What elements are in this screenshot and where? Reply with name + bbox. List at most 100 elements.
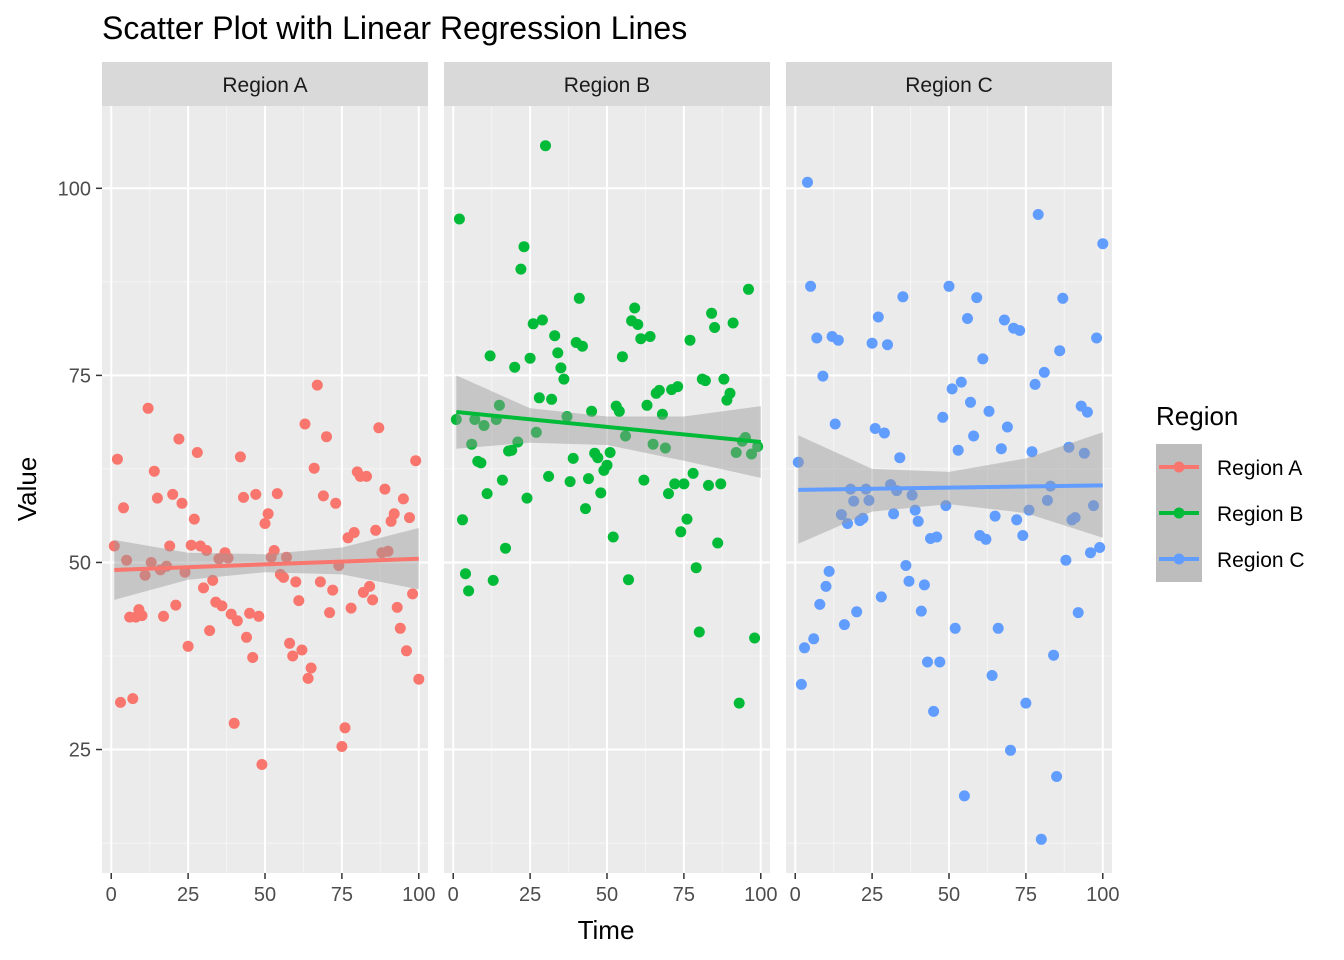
data-point: [1097, 238, 1109, 250]
legend-item: Region B: [1156, 490, 1303, 536]
data-point: [115, 696, 126, 708]
data-point: [928, 705, 940, 717]
data-point: [256, 759, 268, 770]
data-point: [404, 512, 415, 524]
x-tick-label: 25: [177, 884, 199, 906]
data-point: [136, 610, 148, 622]
data-point: [1026, 446, 1038, 458]
regression-line: [114, 556, 419, 572]
data-point: [527, 318, 539, 330]
data-point: [965, 396, 976, 408]
data-point: [327, 584, 339, 596]
data-point: [900, 560, 912, 571]
data-point: [521, 492, 533, 504]
data-point: [1085, 547, 1096, 559]
data-point: [715, 478, 727, 490]
data-point: [121, 554, 133, 566]
data-point: [317, 490, 329, 502]
data-point: [687, 467, 699, 479]
data-point: [832, 334, 844, 346]
data-point: [922, 656, 933, 668]
facet-panel-1: Region A 0 25 50 75 100 25 50 75 100: [58, 62, 435, 906]
data-point: [512, 436, 524, 448]
data-point: [592, 452, 604, 464]
data-point: [709, 322, 721, 333]
data-point: [607, 531, 619, 543]
data-point: [733, 697, 745, 709]
data-point: [629, 302, 641, 314]
data-point: [1057, 292, 1069, 304]
data-point: [931, 531, 943, 543]
data-point: [250, 488, 262, 500]
x-tick-label: 50: [254, 884, 276, 906]
data-point: [934, 656, 946, 668]
data-point: [730, 447, 742, 458]
data-point: [1023, 504, 1035, 516]
data-point: [656, 408, 668, 420]
data-point: [903, 575, 915, 587]
data-point: [586, 405, 598, 417]
data-point: [802, 176, 813, 188]
data-point: [1091, 332, 1103, 344]
data-point: [808, 633, 820, 645]
data-point: [706, 307, 718, 319]
x-tick-label: 75: [673, 884, 695, 906]
facet-panel-3: Region C 0 25 50 75 100: [786, 62, 1119, 906]
data-point: [1078, 447, 1090, 459]
data-point: [231, 615, 243, 627]
data-point: [364, 580, 376, 592]
data-point: [749, 632, 761, 644]
data-point: [324, 607, 336, 619]
data-point: [1041, 494, 1053, 506]
data-point: [805, 280, 817, 292]
data-point: [958, 790, 970, 802]
data-point: [185, 539, 197, 551]
data-point: [952, 444, 964, 456]
data-point: [391, 601, 403, 613]
x-tick-label: 0: [790, 884, 801, 906]
data-point: [524, 352, 536, 364]
data-point: [869, 423, 881, 434]
data-point: [170, 599, 182, 611]
data-point: [823, 565, 835, 577]
data-point: [641, 399, 653, 411]
data-point: [549, 330, 561, 342]
data-point: [992, 622, 1004, 634]
facet-strip-label: Region A: [222, 74, 307, 97]
x-tick-label: 100: [744, 884, 777, 906]
data-point: [314, 576, 326, 588]
data-point: [238, 491, 249, 503]
data-point: [1014, 325, 1026, 336]
data-point: [481, 488, 493, 500]
data-point: [897, 291, 909, 303]
data-point: [453, 213, 465, 225]
data-point: [182, 640, 194, 652]
data-point: [675, 526, 687, 538]
data-point: [493, 399, 505, 411]
data-point: [361, 470, 372, 482]
data-point: [145, 557, 157, 568]
data-point: [601, 459, 613, 471]
data-point: [690, 562, 702, 574]
data-point: [367, 594, 379, 606]
data-point: [201, 545, 213, 556]
data-point: [1005, 744, 1016, 756]
data-point: [207, 574, 219, 586]
data-point: [616, 351, 628, 363]
data-point: [613, 405, 625, 417]
data-point: [1017, 530, 1029, 541]
x-tick-label: 0: [448, 884, 459, 906]
data-point: [460, 568, 471, 580]
data-point: [838, 619, 850, 631]
data-point: [268, 545, 280, 556]
data-point: [1051, 771, 1063, 782]
legend-label: Region C: [1217, 549, 1305, 572]
y-tick-label: 100: [58, 178, 91, 200]
data-point: [457, 514, 468, 526]
data-point: [573, 292, 585, 304]
y-tick-label: 75: [69, 365, 91, 387]
data-point: [262, 508, 274, 520]
data-point: [727, 317, 739, 329]
data-point: [882, 339, 893, 351]
data-point: [533, 392, 545, 404]
